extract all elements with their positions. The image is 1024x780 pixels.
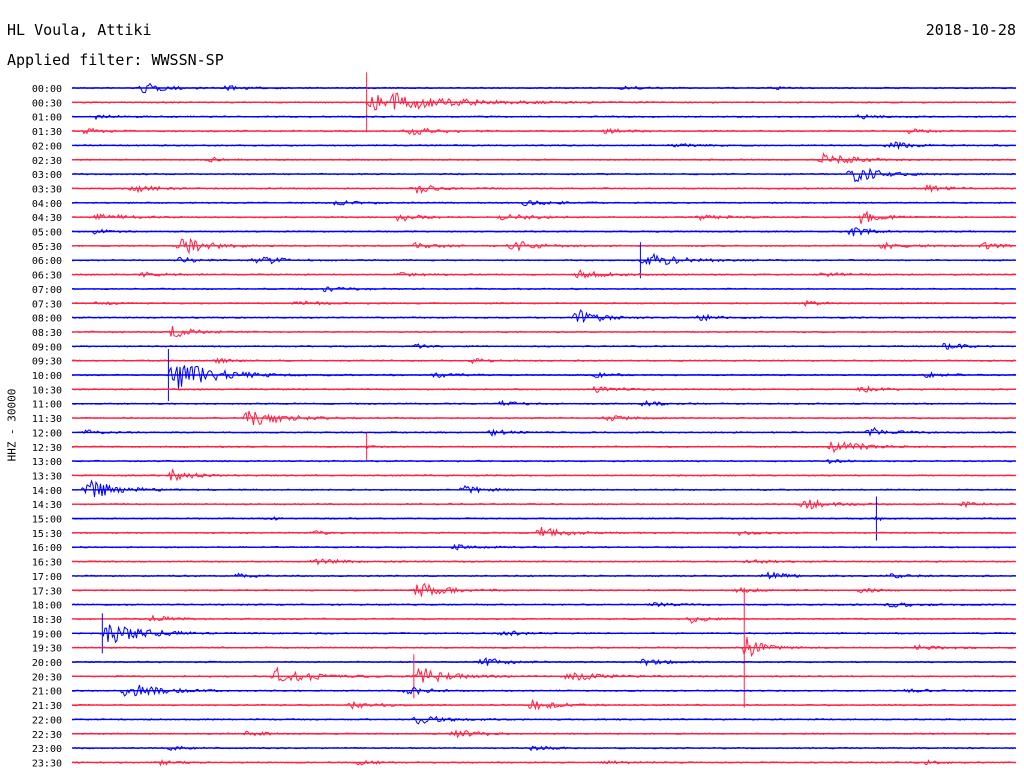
trace-line bbox=[71, 666, 1016, 684]
row-time-label: 08:00 bbox=[32, 314, 62, 325]
row-time-label: 13:30 bbox=[32, 471, 62, 482]
row-time-label: 13:00 bbox=[32, 457, 62, 468]
trace-line bbox=[71, 210, 1016, 224]
row-time-label: 20:00 bbox=[32, 658, 62, 669]
trace-line bbox=[71, 183, 1016, 194]
row-time-label: 04:30 bbox=[32, 213, 62, 224]
trace-line bbox=[71, 309, 1016, 324]
row-time-label: 09:00 bbox=[32, 342, 62, 353]
record-date: 2018-10-28 bbox=[925, 21, 1016, 39]
row-time-label: 11:00 bbox=[32, 400, 62, 411]
row-time-label: 05:00 bbox=[32, 228, 62, 239]
row-time-label: 16:00 bbox=[32, 543, 62, 554]
row-time-label: 15:30 bbox=[32, 529, 62, 540]
row-time-label: 11:30 bbox=[32, 414, 62, 425]
row-time-label: 17:30 bbox=[32, 586, 62, 597]
row-time-label: 00:30 bbox=[32, 98, 62, 109]
trace-line bbox=[71, 252, 1016, 266]
row-time-label: 04:00 bbox=[32, 199, 62, 210]
row-time-label: 07:00 bbox=[32, 285, 62, 296]
row-time-label: 07:30 bbox=[32, 299, 62, 310]
row-time-label: 02:30 bbox=[32, 156, 62, 167]
trace-line bbox=[71, 637, 1016, 658]
row-time-label: 17:00 bbox=[32, 572, 62, 583]
row-time-label: 22:30 bbox=[32, 730, 62, 741]
row-time-label: 03:30 bbox=[32, 184, 62, 195]
station-title: HL Voula, Attiki bbox=[7, 21, 152, 39]
trace-line bbox=[71, 365, 1016, 389]
trace-line bbox=[71, 152, 1016, 165]
row-time-label: 14:00 bbox=[32, 486, 62, 497]
row-time-label: 10:00 bbox=[32, 371, 62, 382]
trace-line bbox=[71, 699, 1016, 711]
row-time-label: 23:00 bbox=[32, 744, 62, 755]
row-time-label: 19:30 bbox=[32, 644, 62, 655]
row-time-label: 02:00 bbox=[32, 141, 62, 152]
row-time-label: 14:30 bbox=[32, 500, 62, 511]
row-time-label: 22:00 bbox=[32, 715, 62, 726]
row-time-label: 23:30 bbox=[32, 758, 62, 769]
trace-line bbox=[71, 715, 1016, 725]
trace-line bbox=[71, 167, 1016, 183]
row-time-label: 01:30 bbox=[32, 127, 62, 138]
row-time-label: 20:30 bbox=[32, 672, 62, 683]
row-time-label: 18:30 bbox=[32, 615, 62, 626]
row-time-label: 21:00 bbox=[32, 687, 62, 698]
row-time-label: 19:00 bbox=[32, 629, 62, 640]
row-time-label: 18:00 bbox=[32, 601, 62, 612]
row-time-label: 09:30 bbox=[32, 357, 62, 368]
trace-line bbox=[71, 479, 1016, 498]
row-time-label: 06:30 bbox=[32, 271, 62, 282]
row-time-label: 12:30 bbox=[32, 443, 62, 454]
row-time-label: 16:30 bbox=[32, 558, 62, 569]
filter-label: Applied filter: WWSSN-SP bbox=[7, 51, 224, 69]
row-time-label: 08:30 bbox=[32, 328, 62, 339]
row-time-label: 06:00 bbox=[32, 256, 62, 267]
row-time-label: 21:30 bbox=[32, 701, 62, 712]
row-time-label: 12:00 bbox=[32, 428, 62, 439]
row-time-label: 01:00 bbox=[32, 113, 62, 124]
trace-line bbox=[71, 527, 1016, 538]
row-time-label: 03:00 bbox=[32, 170, 62, 181]
row-time-label: 05:30 bbox=[32, 242, 62, 253]
row-time-label: 15:00 bbox=[32, 515, 62, 526]
row-time-label: 00:00 bbox=[32, 84, 62, 95]
row-time-label: 10:30 bbox=[32, 385, 62, 396]
